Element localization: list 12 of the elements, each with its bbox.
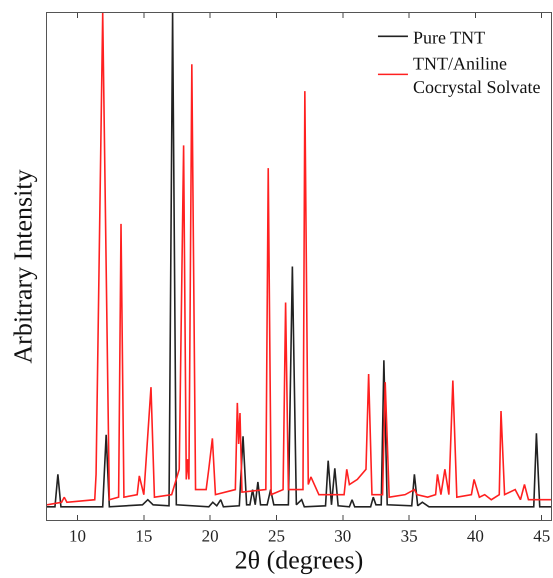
x-tick-label: 35 — [400, 526, 418, 546]
x-tick-label: 25 — [268, 526, 285, 546]
x-tick-label: 15 — [135, 526, 152, 546]
x-tick-label: 45 — [533, 526, 550, 546]
x-axis-title: 2θ (degrees) — [234, 545, 364, 574]
x-tick-label: 40 — [466, 526, 484, 546]
x-tick-label: 30 — [334, 526, 352, 546]
y-axis-title: Arbitrary Intensity — [8, 169, 38, 364]
x-tick-label: 20 — [202, 526, 219, 546]
legend-label: Pure TNT — [412, 27, 486, 48]
legend-label: TNT/Aniline Cocrystal Solvate — [412, 54, 540, 98]
x-tick-label: 10 — [69, 526, 86, 546]
